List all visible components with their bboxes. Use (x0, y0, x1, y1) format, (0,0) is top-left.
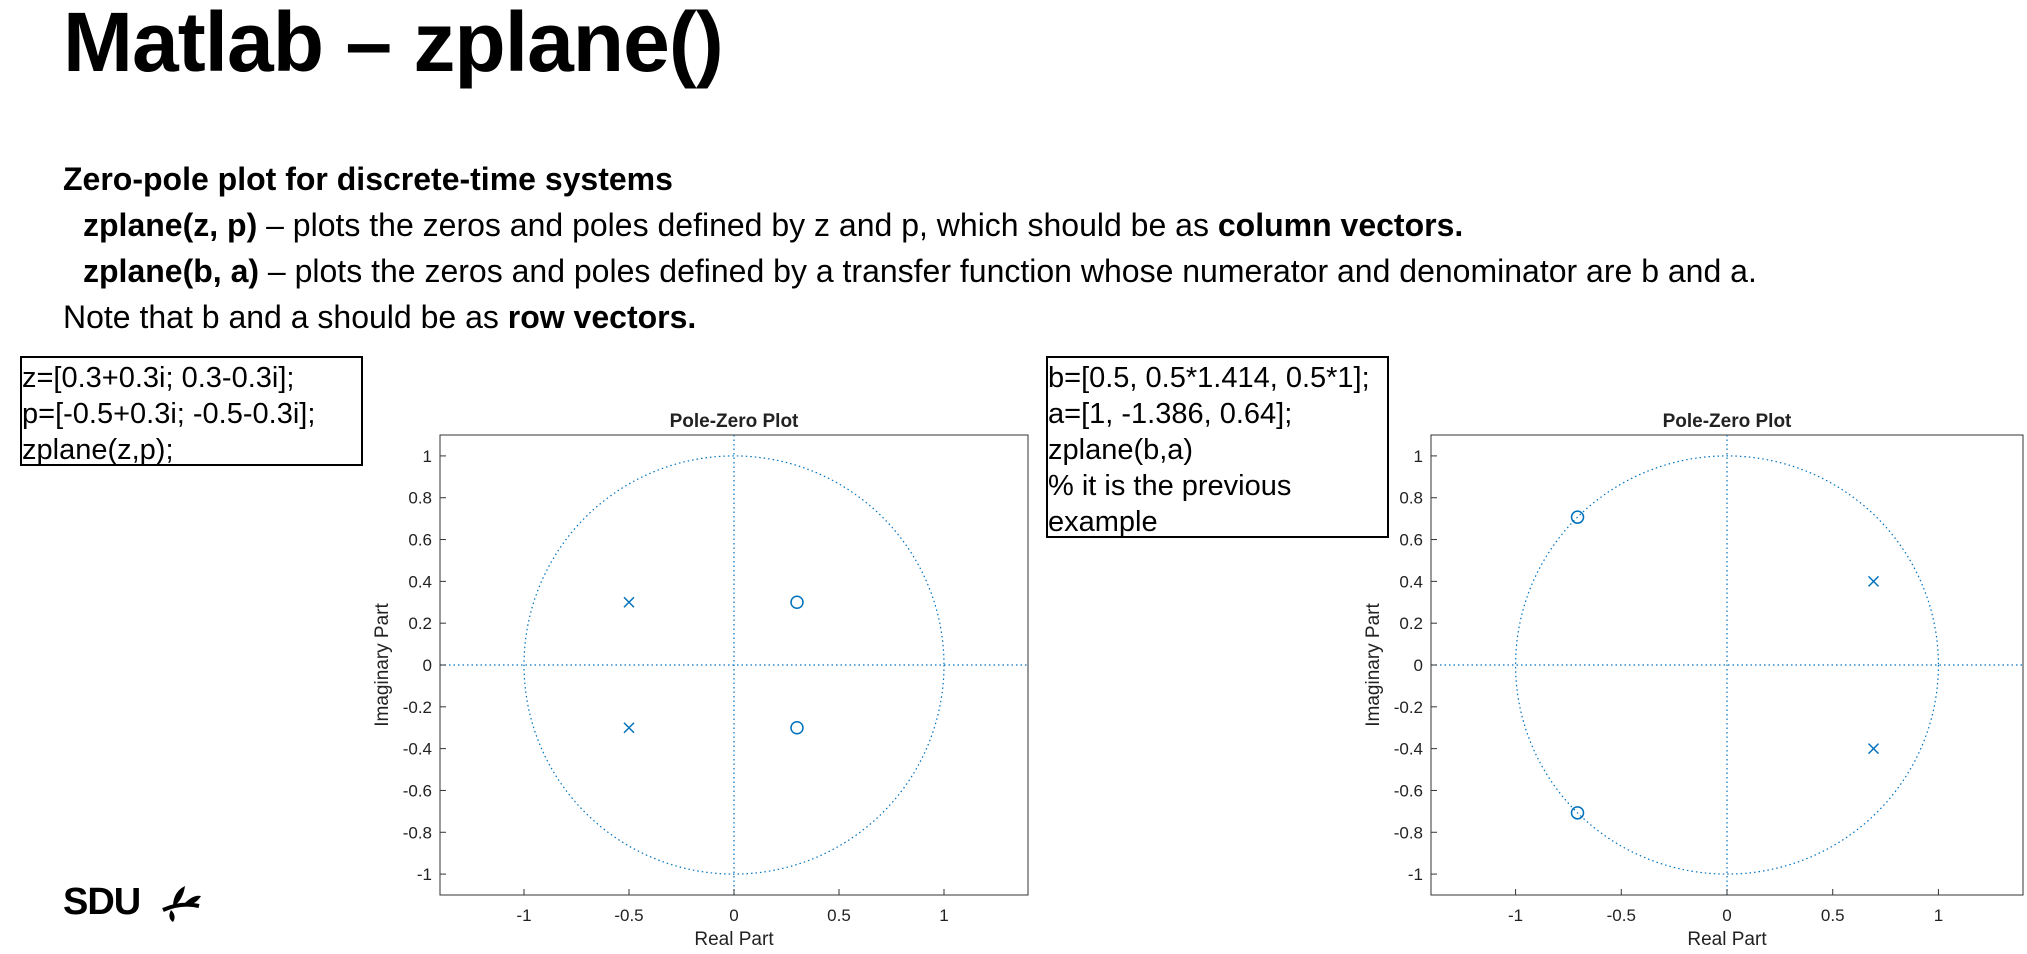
pole-zero-plot-2: Pole-Zero Plot -1 -0.5 0 0.5 1 1 0.8 0.6 0.4 0.2 0 -… (1353, 400, 2027, 954)
y-tick-label: 0.8 (1399, 489, 1423, 508)
y-tick-label: 1 (1414, 447, 1423, 466)
chart-title: Pole-Zero Plot (670, 411, 799, 432)
zero-marker (790, 595, 804, 610)
code-line: b=[0.5, 0.5*1.414, 0.5*1]; (1048, 362, 1370, 394)
x-tick-label: 0 (729, 906, 738, 925)
x-tick-label: -0.5 (614, 906, 643, 925)
description-text: Zero-pole plot for discrete-time systems (63, 161, 673, 197)
y-tick-label: -0.8 (403, 823, 432, 842)
description-line: zplane(z, p) – plots the zeros and poles… (63, 202, 1757, 248)
code-line: % it is the previous (1048, 470, 1292, 502)
y-tick-label: -0.8 (1394, 823, 1423, 842)
slide-title: Matlab – zplane() (63, 0, 724, 89)
x-tick-label: -1 (1508, 906, 1523, 925)
description-text: zplane(b, a) (83, 253, 260, 289)
description-line: Zero-pole plot for discrete-time systems (63, 156, 1757, 202)
y-tick-label: 0.2 (408, 614, 432, 633)
y-tick-label: -0.2 (403, 698, 432, 717)
zero-marker (1570, 806, 1585, 820)
code-line: example (1048, 506, 1158, 538)
code-line: zplane(z,p); (22, 434, 174, 466)
pole-marker (1867, 743, 1880, 755)
description-block: Zero-pole plot for discrete-time systems… (63, 156, 1757, 340)
y-tick-label: -1 (417, 865, 432, 884)
code-line: zplane(b,a) (1048, 434, 1194, 466)
code-box-zplane-ba: b=[0.5, 0.5*1.414, 0.5*1]; a=[1, -1.386, … (1046, 356, 1389, 538)
x-tick-label: 0 (1722, 906, 1731, 925)
x-axis-label: Real Part (694, 929, 774, 950)
y-tick-label: 0.4 (1399, 572, 1423, 591)
x-tick-label: 0.5 (1821, 906, 1845, 925)
description-line: zplane(b, a) – plots the zeros and poles… (63, 248, 1757, 294)
chart-title: Pole-Zero Plot (1663, 411, 1792, 432)
description-text: – plots the zeros and poles defined by a… (259, 253, 1757, 289)
sdu-logo: SDU (63, 878, 203, 926)
unit-circle (523, 455, 945, 875)
x-tick-label: -1 (516, 906, 531, 925)
pole-marker (623, 722, 635, 734)
y-tick-label: 0 (1414, 656, 1423, 675)
unit-circle (1514, 455, 1940, 875)
x-tick-label: 0.5 (827, 906, 851, 925)
description-text: – plots the zeros and poles defined by z… (257, 207, 1218, 243)
y-tick-label: -0.2 (1394, 698, 1423, 717)
code-box-zplane-zp: z=[0.3+0.3i; 0.3-0.3i]; p=[-0.5+0.3i; -0.… (20, 356, 363, 466)
y-tick-label: -0.6 (403, 781, 432, 800)
zero-marker (790, 720, 804, 735)
pole-marker (1867, 575, 1880, 587)
y-tick-label: 0 (423, 656, 432, 675)
y-tick-label: 0.4 (408, 572, 432, 591)
x-tick-label: 1 (939, 906, 948, 925)
description-text: column vectors. (1217, 207, 1464, 243)
y-tick-label: -1 (1408, 865, 1423, 884)
y-tick-label: 0.6 (408, 531, 432, 550)
x-axis-label: Real Part (1687, 929, 1767, 950)
y-tick-label: 0.8 (408, 489, 432, 508)
pole-zero-plot-1: Pole-Zero Plot -1 -0.5 0 0.5 1 1 0.8 0.6 0.4 0.2 0 -… (362, 400, 1032, 954)
x-tick-label: -0.5 (1607, 906, 1636, 925)
y-axis-label: Imaginary Part (372, 603, 393, 727)
logo-text: SDU (63, 881, 141, 923)
y-tick-label: 1 (423, 447, 432, 466)
description-text: row vectors. (507, 299, 697, 335)
pole-marker (623, 596, 635, 608)
leaf-sprig-icon (162, 886, 201, 922)
chart-svg: Pole-Zero Plot -1 -0.5 0 0.5 1 1 0.8 0.6 0.4 0.2 0 -… (372, 411, 1029, 950)
y-tick-label: -0.6 (1394, 781, 1423, 800)
y-axis-label: Imaginary Part (1363, 603, 1384, 727)
description-line: Note that b and a should be as row vecto… (63, 294, 1757, 340)
y-tick-label: -0.4 (1394, 740, 1423, 759)
chart-svg: Pole-Zero Plot -1 -0.5 0 0.5 1 1 0.8 0.6 0.4 0.2 0 -… (1363, 411, 2024, 950)
x-tick-label: 1 (1934, 906, 1943, 925)
description-text: zplane(z, p) (83, 207, 258, 243)
zero-marker (1570, 510, 1585, 524)
code-line: a=[1, -1.386, 0.64]; (1048, 398, 1293, 430)
y-tick-label: 0.2 (1399, 614, 1423, 633)
y-tick-label: -0.4 (403, 740, 432, 759)
code-line: p=[-0.5+0.3i; -0.5-0.3i]; (22, 398, 316, 430)
description-text: Note that b and a should be as (63, 299, 508, 335)
code-line: z=[0.3+0.3i; 0.3-0.3i]; (22, 362, 295, 394)
y-tick-label: 0.6 (1399, 531, 1423, 550)
